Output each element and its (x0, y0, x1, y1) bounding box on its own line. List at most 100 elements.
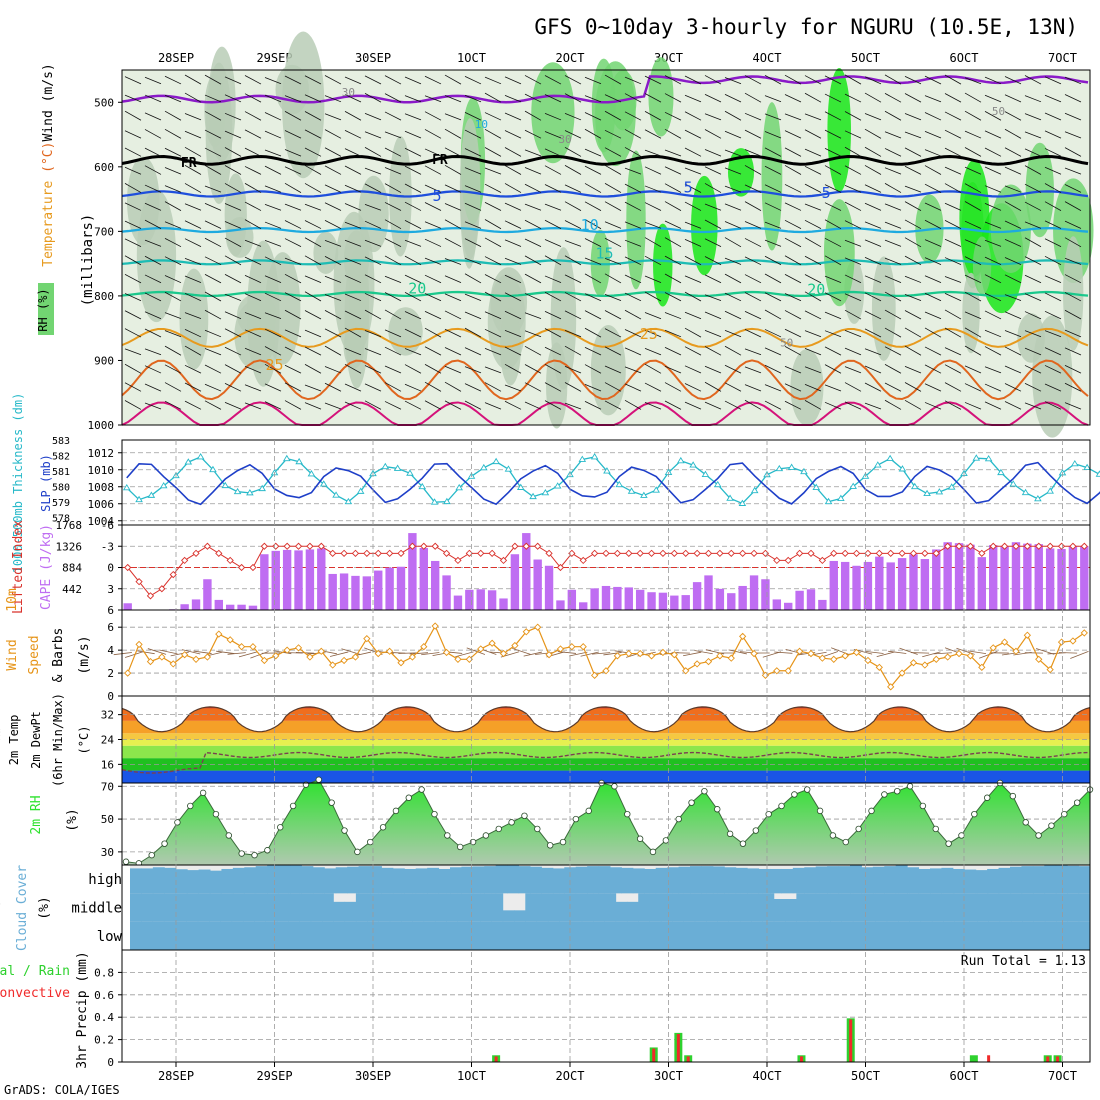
cloud-high-bar (1021, 866, 1034, 894)
wind-speed-point (602, 667, 610, 675)
wind-barb (404, 76, 422, 85)
wind-barb (1064, 292, 1082, 302)
wind-barb (264, 130, 282, 139)
wind-barb (964, 201, 982, 211)
rh2m-point (328, 799, 335, 806)
wind-barb (604, 346, 622, 356)
wind-barb (404, 311, 422, 320)
wind-barb (284, 273, 302, 284)
isotherm-line (121, 75, 1089, 104)
wind-barb (384, 329, 402, 338)
wind-barb (964, 311, 982, 320)
cloud-low-bar (1044, 921, 1057, 950)
wind-barb (284, 400, 302, 410)
cape-bar (533, 559, 542, 610)
wind-barb (164, 256, 182, 266)
wind-barb (804, 330, 822, 338)
wind-barb (644, 402, 662, 410)
wind-barb (1024, 347, 1042, 356)
wind-barb (244, 256, 262, 266)
wind-barb (864, 365, 882, 374)
wind-barb (684, 201, 702, 211)
cloud-high-bar (735, 867, 748, 894)
wind-barb (304, 147, 322, 157)
wind-barb (524, 129, 542, 139)
rh2m-point (367, 838, 374, 846)
y-tick-label: 0.2 (94, 1034, 114, 1047)
wind-barb (284, 203, 302, 211)
thickness-point (1009, 480, 1018, 487)
y-tick-label: 2 (107, 667, 114, 680)
cloud-low-bar (265, 921, 278, 950)
wind-barb (144, 328, 162, 338)
wind-barb (204, 400, 222, 410)
wind-speed-point (135, 640, 143, 649)
date-tick-top: 7OCT (1048, 51, 1077, 65)
wind-barb (844, 382, 862, 392)
wind-barb (504, 147, 522, 157)
rh-blob (761, 102, 783, 251)
cloud-middle-bar (751, 893, 763, 922)
wind-barb (684, 291, 702, 302)
cloud-high-bar (690, 866, 702, 894)
wind-barb (624, 329, 642, 338)
contour-label: 5 (433, 187, 442, 205)
wind-barb (933, 652, 952, 655)
wind-speed-point (818, 654, 827, 662)
contour-label: 5 (684, 179, 693, 197)
wind-barb (464, 221, 482, 229)
wind-barb (544, 113, 562, 121)
wind-barb (464, 167, 482, 175)
wind-barb (144, 219, 162, 229)
lifted-index-point (955, 542, 963, 550)
wind-barb (304, 384, 322, 392)
rh2m-point (842, 838, 849, 846)
rh-blob (275, 64, 309, 115)
wind-barb (144, 383, 162, 392)
lifted-index-point (306, 542, 314, 550)
wind-barb (984, 256, 1002, 266)
wind-speed-point (1000, 638, 1009, 646)
thickness-point (184, 458, 193, 465)
y-tick-label: 70 (101, 780, 114, 793)
y-axis-label: Speed (27, 635, 42, 674)
wind-barb (164, 128, 182, 139)
cape-bar (191, 599, 201, 610)
wind-barb (324, 165, 342, 175)
wind-barb (904, 76, 922, 85)
date-tick-top: 1OCT (457, 51, 486, 65)
wind-barb (864, 92, 882, 103)
wind-barb (744, 238, 762, 248)
wind-barb (164, 330, 182, 338)
cloud-high-bar (701, 866, 714, 894)
date-gridlines (175, 440, 1063, 1067)
wind-barb (284, 75, 302, 85)
wind-barb (824, 93, 842, 103)
y-tick-label: 16 (101, 758, 114, 771)
cloud-middle-bar (242, 893, 255, 922)
wind-barb (224, 237, 242, 248)
wind-barb (344, 363, 362, 374)
cloud-high-bar (884, 866, 897, 894)
thickness-point (516, 483, 525, 490)
wind-barb (1064, 274, 1082, 284)
wind-barb (704, 274, 722, 284)
cape-bar (442, 575, 451, 610)
wind-barb (344, 310, 362, 320)
cape-bar (692, 582, 702, 610)
wind-barb (624, 221, 642, 229)
lifted-index-point (978, 549, 986, 557)
wind-speed-point (921, 661, 929, 669)
y-tick-label: 600 (94, 161, 114, 174)
wind-barb (984, 383, 1002, 392)
y-axis-label: & Barbs (51, 628, 66, 683)
wind-barb (944, 309, 962, 320)
wind-barb (144, 365, 162, 374)
wind-barb (644, 93, 662, 103)
cloud-high-bar (198, 869, 211, 894)
cape-bar (886, 562, 895, 610)
wind-barb (244, 111, 262, 121)
wind-barb (1044, 401, 1062, 410)
